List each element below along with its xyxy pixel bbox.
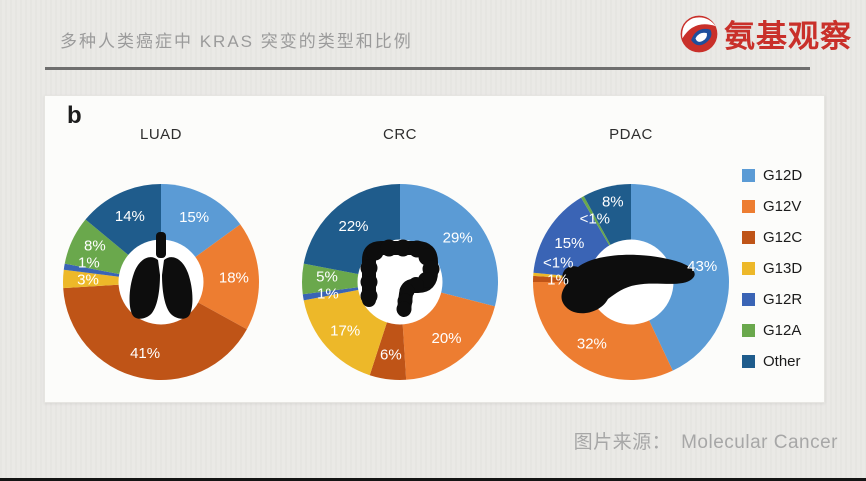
donut-chart-CRC: CRC 29% 20% 6% 17% 1% 5% 22% — [290, 126, 510, 392]
bottom-border — [0, 478, 866, 481]
slice-label: 5% — [316, 268, 338, 285]
legend: G12D G12V G12C G13D G12R G12A Other — [742, 160, 802, 377]
lungs-icon — [129, 232, 193, 319]
slice-label: 22% — [338, 218, 368, 235]
legend-label: G12V — [763, 198, 802, 215]
legend-swatch-icon — [742, 355, 755, 368]
legend-swatch-icon — [742, 231, 755, 244]
slice-label: 1% — [547, 272, 569, 289]
header-divider — [45, 67, 810, 70]
slice-label: 29% — [443, 229, 473, 246]
slice-label: 43% — [687, 258, 717, 275]
legend-swatch-icon — [742, 169, 755, 182]
slice-label: 18% — [219, 269, 249, 286]
image-source-caption: 图片来源： Molecular Cancer — [574, 427, 838, 454]
legend-label: G12R — [763, 291, 803, 308]
page-title: 多种人类癌症中 KRAS 突变的类型和比例 — [60, 32, 413, 51]
chart-title-PDAC: PDAC — [609, 126, 653, 143]
logo-text: 氨基观察 — [724, 19, 852, 54]
panel-label: b — [67, 102, 82, 129]
donut-slice-G13D — [62, 269, 161, 289]
legend-swatch-icon — [742, 262, 755, 275]
legend-label: G12C — [763, 229, 803, 246]
chart-title-LUAD: LUAD — [139, 126, 182, 143]
slice-label: 15% — [179, 209, 209, 226]
slice-label: 20% — [431, 330, 461, 347]
legend-item-G12D: G12D — [742, 160, 802, 191]
legend-swatch-icon — [742, 324, 755, 337]
donut-slice-G12C — [63, 282, 247, 381]
slice-label: 17% — [330, 322, 360, 339]
legend-item-G13D: G13D — [742, 253, 802, 284]
figure-panel: b LUAD 15% 18% 41% 3% 1% 8% 14% CRC 29% 20% 6% 17% 1%… — [44, 95, 825, 403]
chart-title-CRC: CRC — [383, 126, 417, 143]
slice-label: 8% — [84, 238, 106, 255]
slice-label: 6% — [380, 346, 402, 363]
slice-label: <1% — [543, 255, 573, 272]
legend-swatch-icon — [742, 293, 755, 306]
legend-item-Other: Other — [742, 346, 802, 377]
legend-label: G13D — [763, 260, 803, 277]
legend-label: Other — [763, 353, 801, 370]
legend-item-G12R: G12R — [742, 284, 802, 315]
legend-item-G12C: G12C — [742, 222, 802, 253]
donut-svg-CRC: 29% 20% 6% 17% 1%5% 22% — [302, 184, 498, 381]
slice-label: 8% — [602, 194, 624, 211]
slice-label: 15% — [554, 235, 584, 252]
legend-item-G12A: G12A — [742, 315, 802, 346]
pancreas-icon — [561, 254, 695, 314]
legend-item-G12V: G12V — [742, 191, 802, 222]
slice-label: <1% — [580, 211, 610, 228]
donut-svg-PDAC: 43%32%1%<1%15%<1%8% — [533, 184, 729, 380]
legend-label: G12A — [763, 322, 802, 339]
slice-label: 14% — [115, 208, 145, 225]
donut-slice-G12A — [302, 263, 400, 295]
colon-icon — [360, 239, 440, 317]
caption-label: 图片来源： — [573, 432, 672, 453]
slice-label: 41% — [130, 345, 160, 362]
donut-chart-LUAD: LUAD 15% 18% 41% 3% 1% 8% 14% — [51, 126, 271, 392]
slice-label: 1% — [317, 285, 339, 302]
logo-icon — [680, 15, 718, 52]
donut-slice-G12V — [161, 224, 259, 330]
legend-label: G12D — [763, 167, 803, 184]
caption-value: Molecular Cancer — [681, 432, 838, 453]
donut-svg-LUAD: 15% 18% 41% 3%1%8% 14% — [62, 184, 259, 381]
slice-label: 3% — [77, 272, 99, 289]
logo: 氨基观察 — [678, 11, 852, 56]
slice-label: 32% — [577, 336, 607, 353]
donut-chart-PDAC: PDAC 43% 32% 1% <1% 15% <1% 8% — [521, 126, 741, 392]
legend-swatch-icon — [742, 200, 755, 213]
slice-label: 1% — [78, 255, 100, 272]
